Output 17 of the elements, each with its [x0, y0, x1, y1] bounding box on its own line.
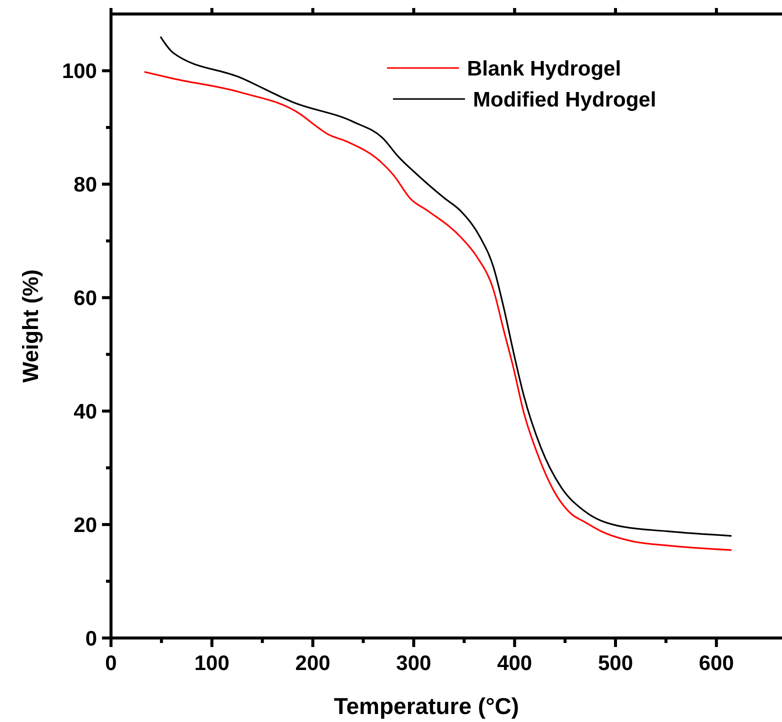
legend-label: Modified Hydrogel [473, 88, 656, 112]
y-tick-label: 60 [74, 286, 97, 310]
y-tick-label: 100 [62, 60, 97, 84]
x-tick-label: 100 [194, 652, 230, 675]
x-tick-label: 0 [105, 652, 117, 675]
y-tick-label: 20 [74, 514, 97, 537]
y-tick-label: 40 [74, 400, 97, 424]
x-tick-label: 600 [698, 652, 734, 675]
x-tick-label: 500 [598, 652, 634, 675]
y-tick-label: 0 [85, 627, 97, 650]
legend-label: Blank Hydrogel [467, 57, 622, 80]
y-axis-title: Weight (%) [18, 269, 43, 383]
x-tick-label: 300 [396, 652, 432, 675]
y-tick-label: 80 [74, 174, 97, 197]
x-axis-title: Temperature (°C) [334, 693, 520, 719]
x-tick-label: 400 [497, 652, 532, 675]
x-tick-label: 200 [295, 652, 330, 675]
